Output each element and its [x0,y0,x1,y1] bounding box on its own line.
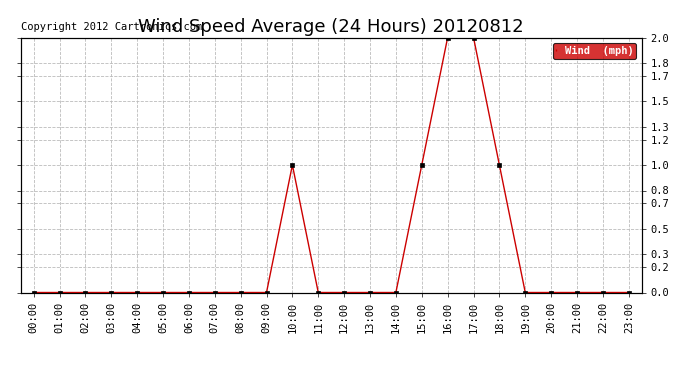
Title: Wind Speed Average (24 Hours) 20120812: Wind Speed Average (24 Hours) 20120812 [139,18,524,36]
Legend: Wind  (mph): Wind (mph) [553,43,636,59]
Text: Copyright 2012 Cartronics.com: Copyright 2012 Cartronics.com [21,22,202,32]
